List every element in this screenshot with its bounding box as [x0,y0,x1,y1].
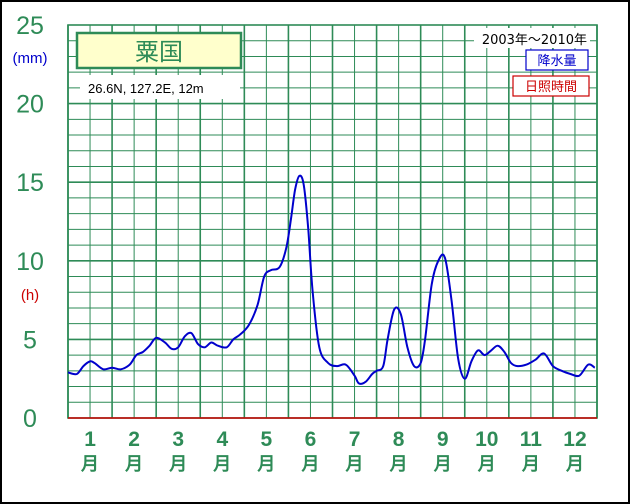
y-tick-label: 0 [23,405,37,433]
y-tick-label: 15 [16,169,44,197]
month-label: 11 [520,428,543,451]
month-label: 5 [261,428,273,451]
legend-sunshine-label: 日照時間 [525,80,577,95]
month-suffix: 月 [477,454,496,475]
month-suffix: 月 [212,454,231,475]
month-suffix: 月 [565,454,584,475]
right-unit-label: (h) [21,287,39,304]
month-label: 12 [563,428,586,451]
month-label: 7 [349,428,361,451]
month-suffix: 月 [80,454,99,475]
legend-precip-box [525,49,589,71]
location-background [80,75,240,99]
month-label: 8 [393,428,405,451]
period-label: 2003年～2010年 [482,33,587,48]
legend-sunshine-box [512,75,590,97]
location-label: 26.6N, 127.2E, 12m [88,81,204,96]
y-tick-label: 20 [16,91,44,119]
month-label: 6 [305,428,317,451]
month-suffix: 月 [124,454,143,475]
y-tick-label: 5 [23,326,37,354]
left-unit-label: (mm) [13,50,48,67]
month-suffix: 月 [433,454,452,475]
y-tick-label: 25 [16,12,44,40]
month-suffix: 月 [345,454,364,475]
month-label: 1 [84,428,96,451]
month-label: 10 [475,428,498,451]
legend-precip-label: 降水量 [537,54,576,69]
month-label: 9 [437,428,449,451]
month-label: 4 [216,428,228,451]
period-background [474,28,590,48]
month-suffix: 月 [300,454,319,475]
month-label: 3 [172,428,184,451]
month-suffix: 月 [389,454,408,475]
y-tick-label: 10 [16,248,44,276]
station-name: 粟国 [135,38,183,66]
station-box [75,31,243,70]
precipitation-line [67,174,596,385]
month-suffix: 月 [521,454,540,475]
month-suffix: 月 [256,454,275,475]
month-label: 2 [128,428,140,451]
month-suffix: 月 [168,454,187,475]
